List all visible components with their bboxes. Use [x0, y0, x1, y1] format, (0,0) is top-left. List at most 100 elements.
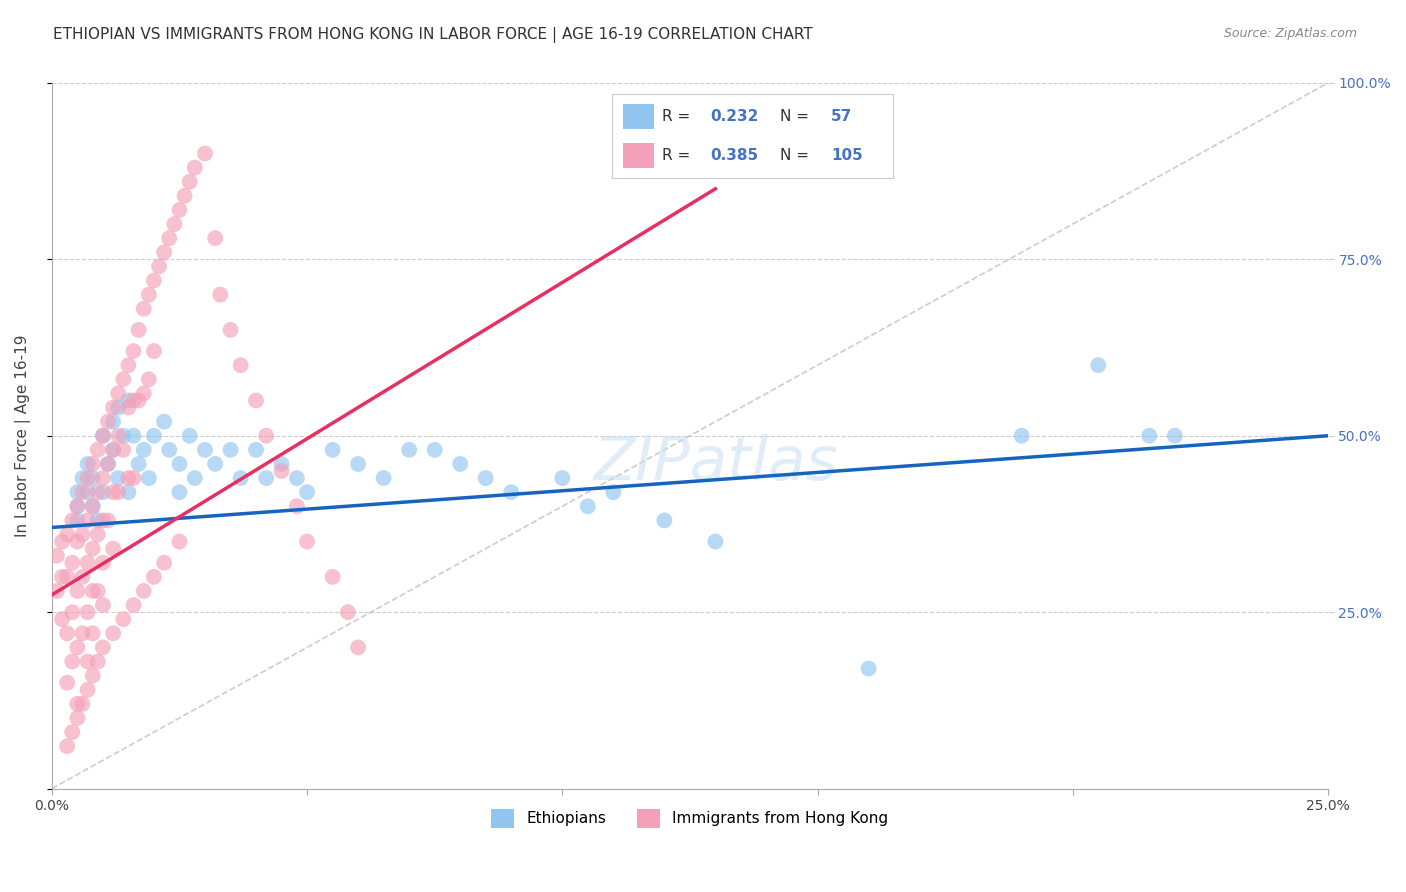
Immigrants from Hong Kong — [112, 372, 135, 386]
Immigrants from Hong Kong — [87, 442, 110, 457]
Immigrants from Hong Kong — [76, 471, 98, 485]
Immigrants from Hong Kong — [122, 471, 145, 485]
Ethiopians — [76, 485, 98, 500]
Immigrants from Hong Kong — [142, 273, 165, 287]
Immigrants from Hong Kong — [82, 457, 104, 471]
Ethiopians — [66, 513, 89, 527]
Immigrants from Hong Kong — [91, 556, 114, 570]
Ethiopians — [347, 457, 370, 471]
Immigrants from Hong Kong — [163, 217, 186, 231]
Immigrants from Hong Kong — [56, 739, 79, 754]
Ethiopians — [449, 457, 471, 471]
Immigrants from Hong Kong — [142, 344, 165, 359]
Immigrants from Hong Kong — [219, 323, 242, 337]
Immigrants from Hong Kong — [112, 612, 135, 626]
FancyBboxPatch shape — [623, 143, 654, 169]
Immigrants from Hong Kong — [169, 534, 191, 549]
Immigrants from Hong Kong — [97, 415, 120, 429]
Immigrants from Hong Kong — [270, 464, 292, 478]
Immigrants from Hong Kong — [60, 513, 83, 527]
Immigrants from Hong Kong — [101, 541, 124, 556]
Ethiopians — [245, 442, 267, 457]
Immigrants from Hong Kong — [245, 393, 267, 408]
Immigrants from Hong Kong — [194, 146, 217, 161]
Immigrants from Hong Kong — [132, 386, 155, 401]
Immigrants from Hong Kong — [82, 500, 104, 514]
Immigrants from Hong Kong — [101, 442, 124, 457]
Immigrants from Hong Kong — [138, 287, 160, 301]
Immigrants from Hong Kong — [184, 161, 207, 175]
Ethiopians — [107, 471, 129, 485]
Ethiopians — [270, 457, 292, 471]
Immigrants from Hong Kong — [66, 640, 89, 655]
Immigrants from Hong Kong — [153, 556, 176, 570]
Immigrants from Hong Kong — [91, 598, 114, 612]
Immigrants from Hong Kong — [91, 513, 114, 527]
Ethiopians — [602, 485, 624, 500]
Ethiopians — [138, 471, 160, 485]
Ethiopians — [76, 457, 98, 471]
Immigrants from Hong Kong — [72, 485, 94, 500]
Immigrants from Hong Kong — [60, 556, 83, 570]
Immigrants from Hong Kong — [51, 534, 73, 549]
Ethiopians — [373, 471, 395, 485]
Immigrants from Hong Kong — [254, 428, 277, 442]
Ethiopians — [1164, 428, 1187, 442]
Immigrants from Hong Kong — [91, 428, 114, 442]
Immigrants from Hong Kong — [112, 442, 135, 457]
Immigrants from Hong Kong — [229, 358, 252, 372]
Ethiopians — [91, 485, 114, 500]
Immigrants from Hong Kong — [82, 541, 104, 556]
Ethiopians — [229, 471, 252, 485]
Immigrants from Hong Kong — [138, 372, 160, 386]
Ethiopians — [184, 471, 207, 485]
Ethiopians — [551, 471, 574, 485]
Text: 0.385: 0.385 — [710, 148, 758, 163]
Text: 57: 57 — [831, 109, 852, 124]
Ethiopians — [128, 457, 150, 471]
Ethiopians — [295, 485, 318, 500]
Immigrants from Hong Kong — [179, 175, 201, 189]
Immigrants from Hong Kong — [87, 584, 110, 599]
Immigrants from Hong Kong — [76, 605, 98, 619]
Immigrants from Hong Kong — [157, 231, 180, 245]
Ethiopians — [1087, 358, 1109, 372]
Ethiopians — [858, 662, 880, 676]
Immigrants from Hong Kong — [107, 428, 129, 442]
Text: R =: R = — [662, 148, 696, 163]
Immigrants from Hong Kong — [76, 655, 98, 669]
Immigrants from Hong Kong — [76, 556, 98, 570]
Immigrants from Hong Kong — [60, 605, 83, 619]
Immigrants from Hong Kong — [122, 344, 145, 359]
Immigrants from Hong Kong — [132, 584, 155, 599]
Ethiopians — [204, 457, 226, 471]
Ethiopians — [1137, 428, 1160, 442]
Immigrants from Hong Kong — [128, 323, 150, 337]
Immigrants from Hong Kong — [76, 682, 98, 697]
Ethiopians — [704, 534, 727, 549]
Ethiopians — [91, 428, 114, 442]
Ethiopians — [82, 500, 104, 514]
Text: 0.232: 0.232 — [710, 109, 758, 124]
Immigrants from Hong Kong — [91, 640, 114, 655]
Ethiopians — [142, 428, 165, 442]
Immigrants from Hong Kong — [56, 626, 79, 640]
Immigrants from Hong Kong — [72, 697, 94, 711]
Immigrants from Hong Kong — [72, 570, 94, 584]
Immigrants from Hong Kong — [148, 260, 170, 274]
Immigrants from Hong Kong — [87, 485, 110, 500]
Ethiopians — [1011, 428, 1033, 442]
Immigrants from Hong Kong — [56, 675, 79, 690]
Ethiopians — [117, 393, 139, 408]
Immigrants from Hong Kong — [60, 725, 83, 739]
Y-axis label: In Labor Force | Age 16-19: In Labor Force | Age 16-19 — [15, 334, 31, 537]
Immigrants from Hong Kong — [97, 457, 120, 471]
Immigrants from Hong Kong — [336, 605, 359, 619]
Immigrants from Hong Kong — [295, 534, 318, 549]
Immigrants from Hong Kong — [66, 711, 89, 725]
Immigrants from Hong Kong — [122, 393, 145, 408]
Immigrants from Hong Kong — [347, 640, 370, 655]
Immigrants from Hong Kong — [66, 697, 89, 711]
Immigrants from Hong Kong — [87, 655, 110, 669]
Ethiopians — [219, 442, 242, 457]
